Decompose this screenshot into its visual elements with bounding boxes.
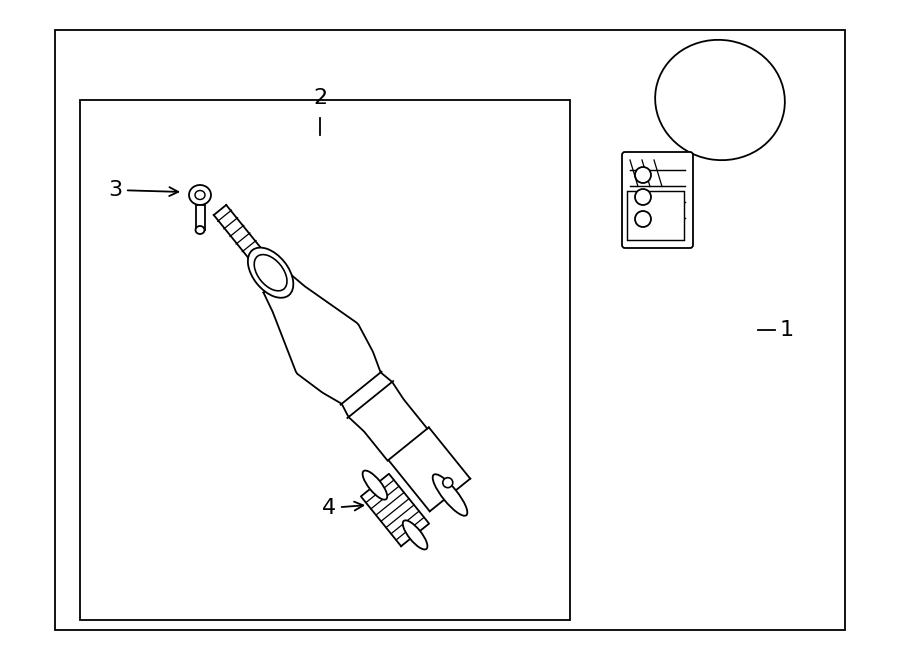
Ellipse shape — [189, 185, 211, 205]
Polygon shape — [264, 272, 428, 461]
Ellipse shape — [655, 40, 785, 160]
Polygon shape — [214, 205, 272, 272]
Circle shape — [635, 211, 651, 227]
Bar — [627, 190, 684, 240]
Ellipse shape — [433, 474, 467, 516]
Text: 3: 3 — [108, 180, 178, 200]
Ellipse shape — [403, 520, 427, 549]
Ellipse shape — [195, 226, 204, 234]
Circle shape — [635, 167, 651, 183]
Ellipse shape — [195, 190, 205, 200]
Circle shape — [443, 478, 453, 488]
Text: 1: 1 — [780, 320, 794, 340]
Bar — [55, 30, 845, 630]
Circle shape — [635, 189, 651, 205]
Bar — [195, 205, 204, 230]
FancyBboxPatch shape — [622, 152, 693, 248]
Ellipse shape — [248, 248, 293, 298]
Text: 4: 4 — [322, 498, 364, 518]
Bar — [80, 100, 570, 620]
Ellipse shape — [363, 471, 387, 500]
Polygon shape — [389, 428, 470, 512]
Polygon shape — [361, 474, 429, 546]
Ellipse shape — [254, 254, 287, 291]
Text: 2: 2 — [313, 88, 327, 108]
